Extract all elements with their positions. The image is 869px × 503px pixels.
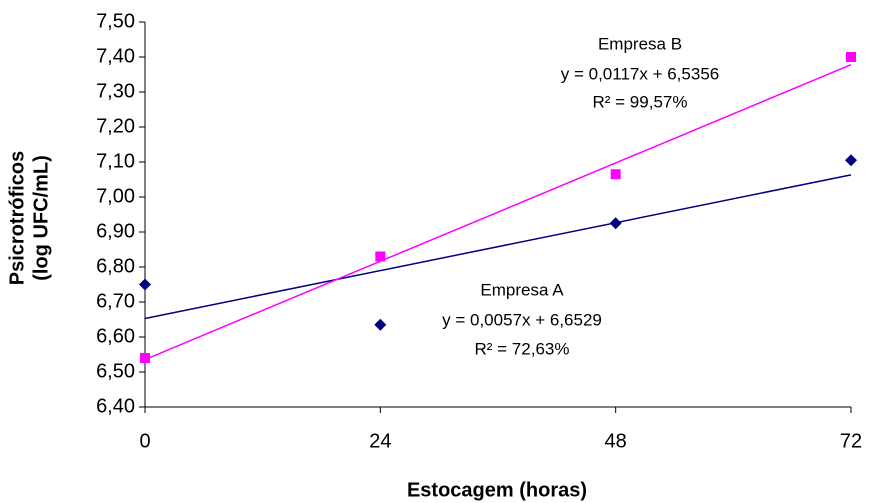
y-axis-title: Psicrotróficos (log UFC/mL) <box>6 151 52 285</box>
y-tick-label: 7,20 <box>96 115 135 137</box>
trendline <box>144 64 852 361</box>
annotation-r2: R² = 99,57% <box>593 92 688 111</box>
y-tick-label: 6,40 <box>96 395 135 417</box>
x-tick-label: 0 <box>139 430 150 452</box>
y-tick-label: 7,00 <box>96 185 135 207</box>
x-tick-label: 72 <box>840 430 862 452</box>
y-tick-label: 6,90 <box>96 220 135 242</box>
point <box>139 278 151 291</box>
annotation-equation: y = 0,0057x + 6,6529 <box>442 310 602 329</box>
annotation-equation: y = 0,0117x + 6,5356 <box>561 64 719 83</box>
y-tick-label: 6,80 <box>96 255 135 277</box>
y-tick-label: 6,70 <box>96 290 135 312</box>
y-tick-label: 7,30 <box>96 80 135 102</box>
x-tick-label: 24 <box>369 430 391 452</box>
point <box>845 154 857 167</box>
x-axis-title: Estocagem (horas) <box>407 479 587 501</box>
point <box>610 169 621 180</box>
y-tick-label: 6,50 <box>96 360 135 382</box>
y-axis-title-line: Psicrotróficos <box>6 151 28 285</box>
point <box>375 251 386 262</box>
point <box>374 318 387 331</box>
point <box>846 52 856 62</box>
point <box>140 353 150 363</box>
y-tick-label: 7,10 <box>96 150 135 172</box>
annotation-title: Empresa A <box>480 280 564 299</box>
y-axis-title-line: (log UFC/mL) <box>30 155 52 281</box>
y-tick-label: 7,40 <box>96 45 135 67</box>
y-tick-label: 7,50 <box>96 10 135 32</box>
x-tick-label: 48 <box>605 430 627 452</box>
trendline <box>144 174 852 320</box>
point <box>609 217 622 230</box>
annotation-r2: R² = 72,63% <box>475 339 570 358</box>
y-tick-label: 6,60 <box>96 325 135 347</box>
annotation-title: Empresa B <box>598 34 682 53</box>
